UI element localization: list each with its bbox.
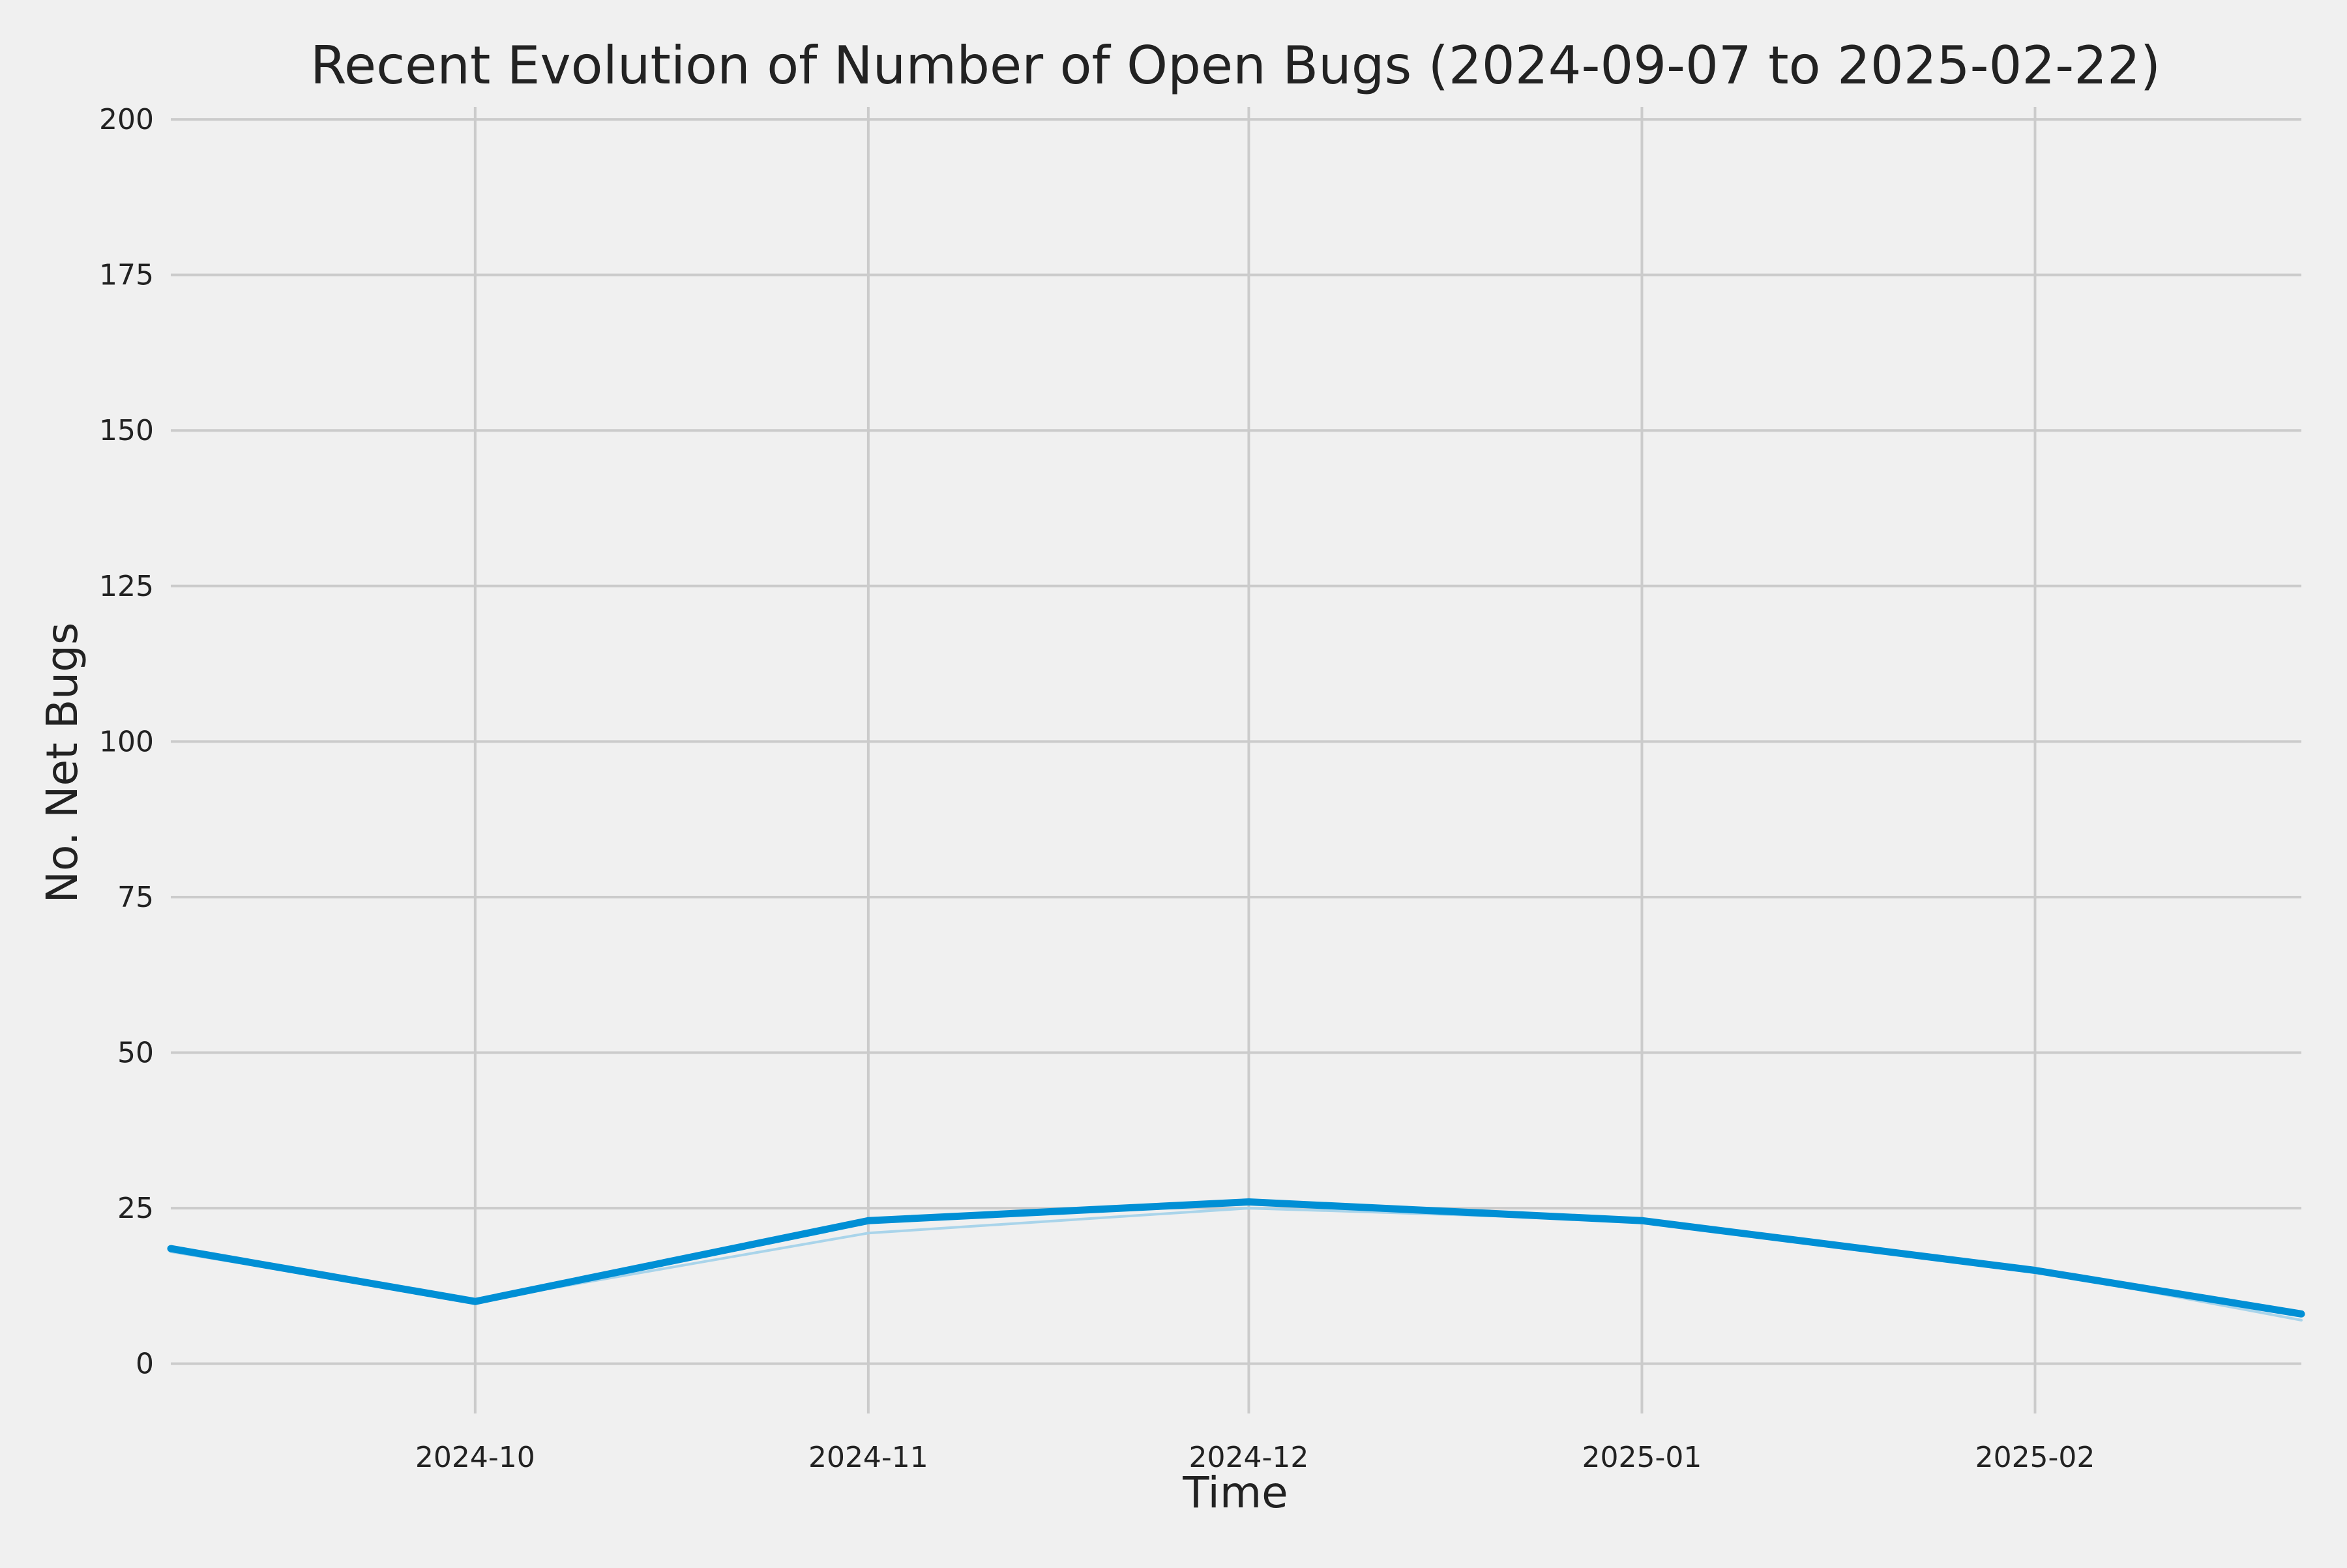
y-axis-label: No. Net Bugs (37, 623, 87, 904)
chart-title: Recent Evolution of Number of Open Bugs … (310, 35, 2161, 96)
y-tick-label: 100 (99, 725, 154, 758)
y-tick-label: 175 (99, 259, 154, 292)
y-tick-label: 50 (117, 1037, 154, 1070)
x-axis-label: Time (1182, 1468, 1288, 1518)
y-tick-label: 0 (136, 1348, 154, 1381)
x-tick-label: 2025-02 (1975, 1441, 2095, 1474)
y-tick-label: 75 (117, 881, 154, 914)
bug-count-line (167, 1198, 2305, 1318)
tick-layer: 0 25 50 75 100 125 150 175 200 2024-10 2024-11 2024… (99, 103, 2095, 1474)
grid-layer (171, 107, 2301, 1413)
y-tick-label: 125 (99, 570, 154, 603)
series-layer (167, 1198, 2305, 1322)
x-tick-label: 2024-10 (415, 1441, 535, 1474)
x-tick-label: 2025-01 (1582, 1441, 1702, 1474)
x-tick-label: 2024-11 (808, 1441, 928, 1474)
x-tick-label: 2024-12 (1189, 1441, 1309, 1474)
y-tick-label: 25 (117, 1192, 154, 1225)
y-tick-label: 150 (99, 414, 154, 447)
y-tick-label: 200 (99, 103, 154, 136)
